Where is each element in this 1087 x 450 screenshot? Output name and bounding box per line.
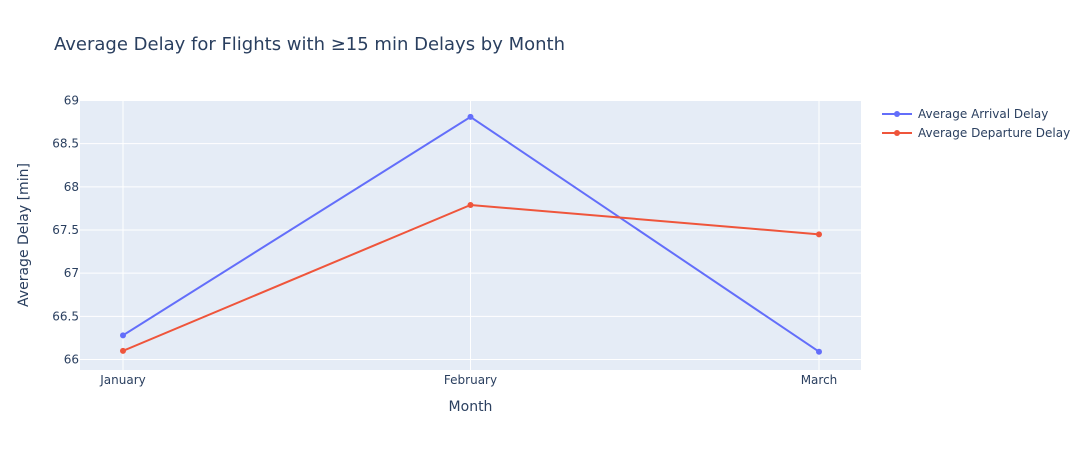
series-group: [120, 113, 822, 355]
x-axis-title: Month: [449, 399, 493, 415]
x-tick-label: February: [444, 373, 497, 387]
legend-marker: [894, 111, 900, 117]
legend-label: Average Departure Delay: [918, 126, 1070, 140]
x-axis-ticks: January February March: [99, 373, 837, 387]
legend-item-1[interactable]: Average Arrival Delay: [882, 107, 1048, 121]
y-tick-label: 68: [64, 180, 79, 194]
x-tick-label: January: [99, 373, 146, 387]
data-point[interactable]: [816, 348, 822, 355]
y-axis-title: Average Delay [min]: [16, 163, 32, 307]
y-tick-label: 67.5: [52, 223, 79, 237]
data-point[interactable]: [120, 347, 126, 354]
legend-marker: [894, 130, 900, 136]
legend[interactable]: Average Arrival Delay Average Departure D…: [882, 107, 1070, 140]
chart-title: Average Delay for Flights with ≥15 min D…: [54, 34, 565, 55]
data-point[interactable]: [467, 201, 474, 208]
y-tick-label: 69: [64, 94, 79, 108]
legend-label: Average Arrival Delay: [918, 107, 1048, 121]
data-point[interactable]: [120, 332, 126, 339]
data-point[interactable]: [467, 113, 474, 120]
y-tick-label: 67: [64, 266, 79, 280]
y-axis-ticks: 66 66.5 67 67.5 68 68.5 69: [52, 94, 79, 367]
y-tick-label: 66.5: [52, 309, 79, 323]
y-tick-label: 68.5: [52, 137, 79, 151]
x-tick-label: March: [801, 373, 838, 387]
y-tick-label: 66: [64, 353, 79, 367]
data-point[interactable]: [816, 231, 822, 238]
legend-item-2[interactable]: Average Departure Delay: [882, 126, 1070, 140]
